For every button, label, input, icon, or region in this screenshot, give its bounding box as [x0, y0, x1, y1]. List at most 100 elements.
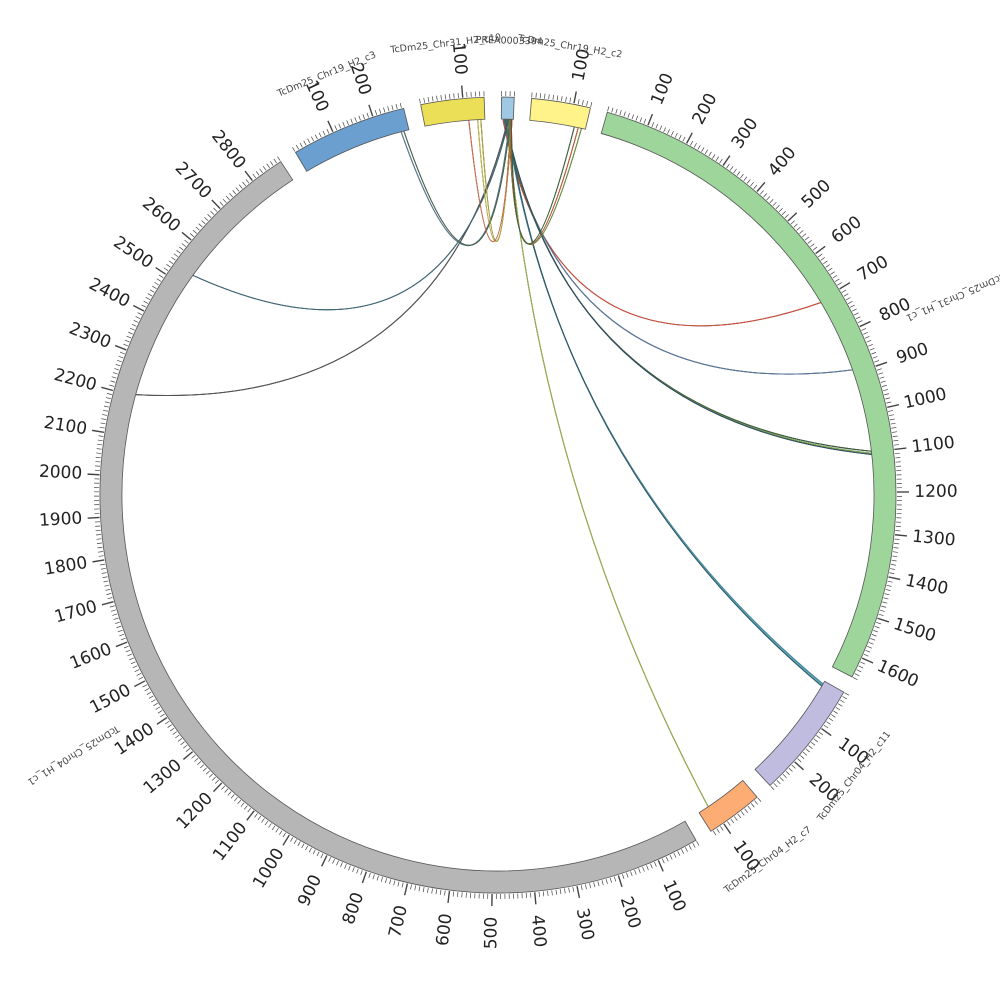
minor-tick — [189, 233, 195, 237]
minor-tick — [837, 703, 843, 707]
minor-tick — [850, 304, 855, 308]
minor-tick — [888, 410, 894, 412]
minor-tick — [135, 316, 141, 319]
minor-tick — [615, 108, 618, 114]
minor-tick — [360, 870, 363, 876]
minor-tick — [279, 830, 283, 835]
minor-tick — [864, 335, 870, 339]
minor-tick — [874, 626, 880, 629]
minor-tick — [678, 134, 682, 140]
minor-tick — [114, 368, 120, 371]
minor-tick — [804, 236, 810, 241]
minor-tick — [141, 304, 147, 308]
minor-tick — [577, 99, 580, 105]
minor-tick — [282, 832, 286, 838]
minor-tick — [113, 617, 119, 620]
major-tick — [282, 834, 290, 846]
minor-tick — [214, 779, 219, 784]
minor-tick — [290, 837, 294, 842]
minor-tick — [847, 300, 853, 304]
minor-tick — [148, 695, 154, 699]
minor-tick — [96, 542, 102, 544]
tick-label: 200 — [616, 894, 645, 931]
minor-tick — [840, 699, 845, 703]
minor-tick — [585, 884, 587, 890]
minor-tick — [665, 856, 669, 862]
minor-tick — [607, 106, 610, 112]
tick-label: 1300 — [911, 527, 956, 551]
minor-tick — [892, 551, 898, 553]
minor-tick — [883, 597, 889, 600]
minor-tick — [646, 865, 649, 871]
minor-tick — [150, 699, 156, 703]
major-tick — [573, 91, 577, 104]
minor-tick — [830, 714, 836, 718]
minor-tick — [292, 147, 296, 152]
minor-tick — [229, 193, 233, 198]
minor-tick — [623, 111, 626, 117]
minor-tick — [823, 260, 828, 265]
minor-tick — [372, 874, 375, 880]
minor-tick — [651, 122, 655, 127]
minor-tick — [797, 758, 802, 763]
minor-tick — [876, 368, 882, 371]
minor-tick — [663, 127, 667, 133]
major-tick — [368, 104, 374, 117]
minor-tick — [144, 688, 150, 692]
minor-tick — [98, 435, 104, 437]
minor-tick — [225, 195, 230, 201]
minor-tick — [133, 320, 139, 323]
major-tick — [723, 823, 732, 835]
minor-tick — [893, 547, 899, 549]
major-tick — [888, 576, 901, 581]
tick-label: 1400 — [903, 571, 949, 599]
segment-TcDm25_Chr19_H2_c3 — [294, 107, 410, 172]
link — [403, 119, 512, 246]
minor-tick — [770, 786, 775, 791]
major-tick — [132, 304, 145, 312]
major-tick — [156, 717, 168, 725]
minor-tick — [820, 257, 825, 261]
minor-tick — [153, 702, 158, 707]
major-tick — [212, 782, 223, 793]
tick-label: 1800 — [43, 553, 89, 580]
minor-tick — [322, 130, 326, 136]
minor-tick — [96, 448, 102, 450]
minor-tick — [868, 642, 874, 645]
minor-tick — [169, 727, 175, 732]
minor-tick — [736, 171, 741, 176]
minor-tick — [104, 401, 110, 404]
minor-tick — [201, 220, 206, 225]
minor-tick — [157, 710, 163, 714]
minor-tick — [197, 761, 202, 766]
major-tick — [182, 751, 194, 760]
minor-tick — [696, 840, 700, 846]
major-tick — [887, 403, 900, 408]
minor-tick — [211, 776, 216, 781]
link — [506, 119, 823, 687]
minor-tick — [101, 418, 107, 420]
minor-tick — [177, 738, 183, 742]
minor-tick — [734, 816, 738, 821]
minor-tick — [242, 181, 246, 187]
tick-label: 1100 — [911, 433, 956, 458]
minor-tick — [338, 123, 342, 129]
minor-tick — [627, 112, 630, 118]
minor-tick — [740, 173, 744, 179]
minor-tick — [737, 813, 742, 819]
minor-tick — [778, 207, 783, 213]
minor-tick — [826, 721, 831, 725]
minor-tick — [178, 246, 184, 251]
minor-tick — [129, 657, 134, 661]
minor-tick — [180, 741, 185, 746]
minor-tick — [115, 364, 121, 367]
minor-tick — [155, 706, 161, 710]
major-tick — [246, 810, 255, 821]
minor-tick — [816, 735, 821, 739]
minor-tick — [561, 96, 563, 102]
major-tick — [244, 170, 253, 181]
minor-tick — [881, 384, 887, 387]
minor-tick — [888, 414, 895, 417]
minor-tick — [622, 873, 625, 879]
minor-tick — [712, 830, 717, 836]
